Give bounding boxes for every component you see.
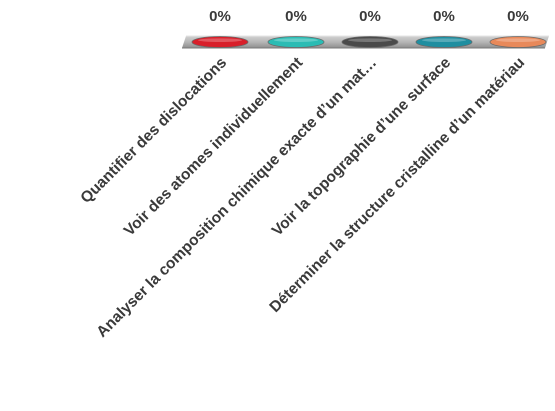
category-label-3: Analyser la composition chimique exacte … [93, 54, 380, 341]
bar-2 [267, 36, 325, 48]
bar-1 [191, 36, 249, 48]
value-label-5: 0% [507, 8, 529, 25]
bar-5 [489, 36, 547, 48]
value-label-1: 0% [209, 8, 231, 25]
value-labels: 0% 0% 0% 0% 0% [209, 8, 529, 25]
value-label-4: 0% [433, 8, 455, 25]
bar-3 [341, 36, 399, 48]
bar-4 [415, 36, 473, 48]
value-label-2: 0% [285, 8, 307, 25]
bars [191, 36, 547, 48]
category-label-5: Déterminer la structure cristalline d’un… [266, 54, 528, 316]
value-label-3: 0% [359, 8, 381, 25]
category-label-1: Quantifier des dislocations [77, 54, 230, 207]
